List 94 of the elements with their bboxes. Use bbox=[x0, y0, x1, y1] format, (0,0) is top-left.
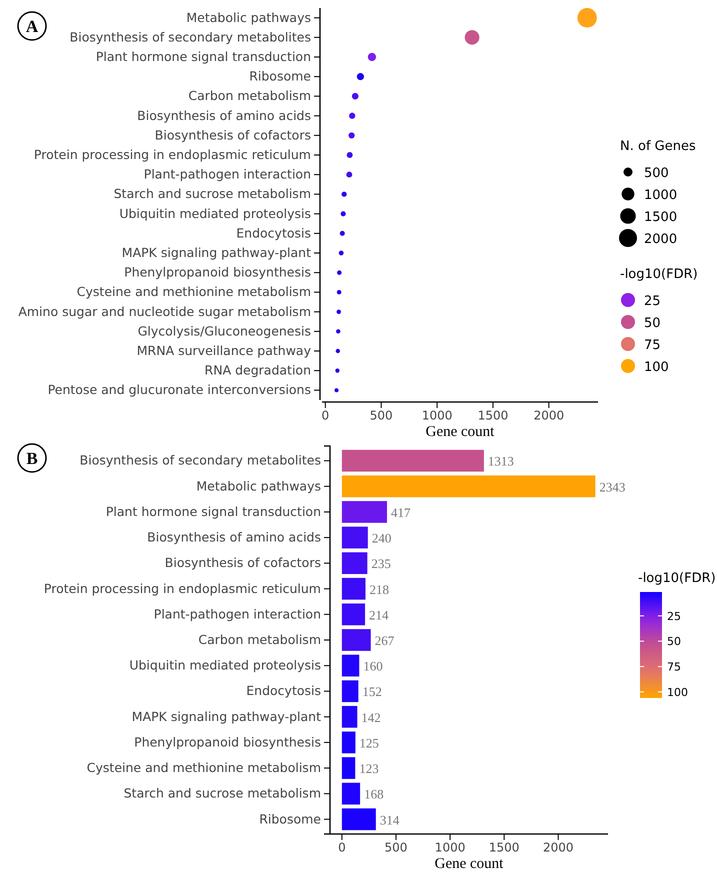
y-tick-label: MAPK signaling pathway-plant bbox=[132, 708, 322, 724]
y-tick-label: Biosynthesis of secondary metabolites bbox=[70, 29, 311, 44]
legend-label: 500 bbox=[644, 166, 669, 181]
x-tick-label: 1000 bbox=[422, 408, 452, 423]
bar bbox=[342, 578, 366, 600]
bar bbox=[342, 732, 356, 754]
y-tick-label: Ribosome bbox=[259, 811, 322, 826]
y-tick-label: Phenylpropanoid biosynthesis bbox=[134, 734, 321, 750]
bar bbox=[342, 680, 358, 702]
y-tick-label: RNA degradation bbox=[204, 362, 311, 378]
color-bar-label: 25 bbox=[667, 610, 681, 623]
y-tick-label: Ubiquitin mediated proteolysis bbox=[119, 206, 311, 221]
y-tick-label: Amino sugar and nucleotide sugar metabolism bbox=[18, 304, 311, 319]
text: A bbox=[26, 17, 39, 36]
color-bar-title: -log10(FDR) bbox=[638, 571, 716, 586]
data-label: 160 bbox=[363, 658, 383, 674]
data-label: 2343 bbox=[599, 479, 626, 494]
bar bbox=[342, 706, 358, 728]
data-label: 218 bbox=[369, 582, 389, 597]
y-tick-label: Biosynthesis of secondary metabolites bbox=[80, 452, 321, 468]
text: 75 bbox=[644, 338, 661, 353]
x-tick-label: 1500 bbox=[478, 408, 508, 423]
legend-label: 2000 bbox=[644, 232, 678, 247]
y-tick-label: Biosynthesis of amino acids bbox=[137, 108, 311, 123]
y-tick-label: Starch and sucrose metabolism bbox=[124, 786, 321, 801]
y-tick-label: Glycolysis/Gluconeogenesis bbox=[138, 323, 311, 338]
y-tick-label: Carbon metabolism bbox=[198, 632, 321, 647]
data-label: 267 bbox=[374, 633, 395, 648]
bar bbox=[342, 654, 360, 676]
data-label: 1313 bbox=[488, 454, 514, 469]
legend-label: 1000 bbox=[644, 188, 678, 203]
y-tick-label: Endocytosis bbox=[236, 225, 311, 240]
y-tick-label: Plant hormone signal transduction bbox=[96, 49, 311, 64]
bar bbox=[342, 604, 366, 626]
data-label: 125 bbox=[359, 735, 379, 750]
data-label: 214 bbox=[369, 607, 390, 622]
bar bbox=[342, 475, 596, 498]
data-label: 168 bbox=[364, 786, 384, 802]
x-tick-label: 2000 bbox=[534, 408, 564, 423]
y-tick-label: Protein processing in endoplasmic reticulum bbox=[34, 147, 311, 162]
y-tick-label: Carbon metabolism bbox=[188, 88, 311, 104]
bar bbox=[342, 782, 360, 805]
x-axis-title: Gene count bbox=[426, 424, 496, 440]
y-tick-label: Phenylpropanoid biosynthesis bbox=[124, 264, 311, 280]
color-bar-label: 75 bbox=[667, 660, 681, 674]
x-tick-label: 2000 bbox=[542, 840, 574, 855]
x-axis-title: Gene count bbox=[434, 856, 504, 872]
y-tick-label: Biosynthesis of cofactors bbox=[154, 127, 311, 142]
text: 25 bbox=[644, 294, 661, 309]
y-tick-label: Plant hormone signal transduction bbox=[106, 504, 321, 519]
y-tick-label: MAPK signaling pathway-plant bbox=[122, 245, 312, 260]
color-bar-label: 50 bbox=[667, 635, 681, 648]
y-tick-label: Cysteine and methionine metabolism bbox=[86, 760, 321, 776]
bar bbox=[342, 526, 368, 548]
bar bbox=[342, 808, 376, 830]
y-tick-label: Biosynthesis of cofactors bbox=[164, 555, 321, 570]
bar bbox=[342, 450, 484, 472]
x-tick-label: 0 bbox=[322, 408, 330, 423]
y-tick-label: Biosynthesis of amino acids bbox=[147, 530, 321, 545]
y-tick-label: Ribosome bbox=[249, 68, 312, 84]
data-label: 142 bbox=[361, 710, 381, 725]
legend-title: N. of Genes bbox=[620, 139, 696, 154]
x-tick-label: 1500 bbox=[488, 840, 520, 855]
y-tick-label: Protein processing in endoplasmic reticulum bbox=[44, 580, 321, 596]
y-tick-label: Metabolic pathways bbox=[196, 478, 321, 494]
y-tick-label: Plant-pathogen interaction bbox=[144, 166, 311, 182]
x-tick-label: 1000 bbox=[434, 840, 466, 855]
data-label: 417 bbox=[391, 504, 412, 520]
data-label: 235 bbox=[371, 556, 391, 572]
x-tick-label: 500 bbox=[384, 840, 408, 855]
color-bar-label: 100 bbox=[667, 686, 688, 699]
data-label: 152 bbox=[362, 684, 382, 700]
bar bbox=[342, 501, 388, 523]
y-tick-label: Starch and sucrose metabolism bbox=[114, 186, 311, 202]
legend-label: 1500 bbox=[644, 210, 678, 225]
bar bbox=[342, 757, 356, 779]
text: 50 bbox=[644, 316, 661, 331]
text: B bbox=[26, 449, 38, 468]
x-tick-label: 500 bbox=[370, 408, 393, 423]
y-tick-label: Ubiquitin mediated proteolysis bbox=[129, 658, 321, 673]
data-label: 240 bbox=[372, 530, 392, 546]
bar bbox=[342, 629, 371, 651]
color-bar-title: -log10(FDR) bbox=[620, 267, 698, 282]
y-tick-label: MRNA surveillance pathway bbox=[136, 343, 312, 358]
y-tick-label: Metabolic pathways bbox=[186, 10, 311, 25]
y-tick-label: Cysteine and methionine metabolism bbox=[76, 284, 311, 300]
x-tick-label: 0 bbox=[338, 840, 346, 855]
y-tick-label: Pentose and glucuronate interconversions bbox=[48, 382, 311, 398]
y-tick-label: Plant-pathogen interaction bbox=[154, 606, 321, 622]
data-label: 123 bbox=[359, 761, 379, 776]
bar bbox=[342, 552, 368, 574]
data-label: 314 bbox=[380, 812, 400, 828]
text: 100 bbox=[644, 360, 669, 375]
y-tick-label: Endocytosis bbox=[246, 683, 321, 698]
